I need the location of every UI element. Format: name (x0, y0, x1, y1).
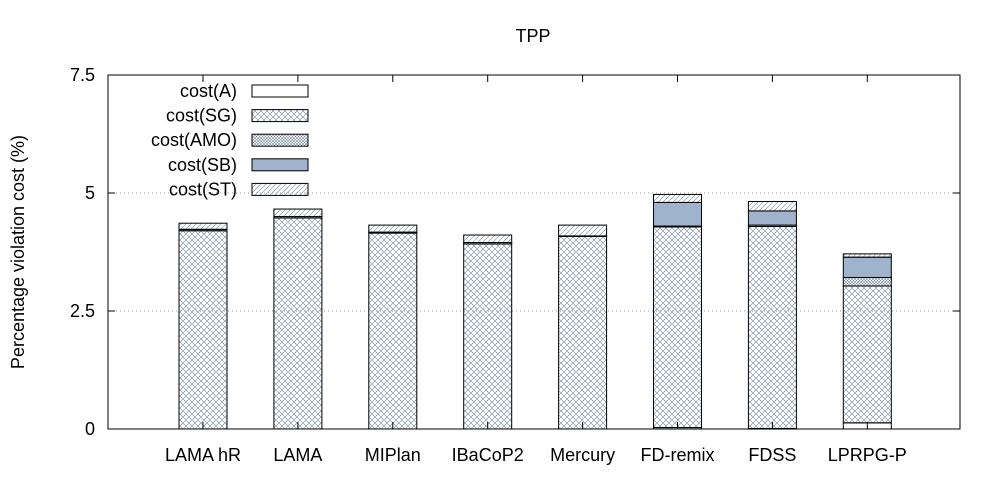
x-tick-label: LAMA hR (165, 445, 241, 465)
bar-group (273, 208, 323, 430)
bar-segment (273, 217, 323, 430)
bar-segment (747, 226, 797, 430)
legend-item: cost(ST) (169, 179, 309, 199)
bar-segment (558, 224, 608, 237)
bar-segment (842, 256, 892, 278)
bar-group (178, 222, 228, 430)
legend-swatch (251, 109, 309, 123)
y-tick-label: 7.5 (70, 65, 95, 85)
bar-group (653, 193, 702, 430)
x-tick-label: Mercury (550, 445, 615, 465)
y-tick-label: 5 (85, 183, 95, 203)
legend: cost(A) cost(SG) cost(AMO) cost(SB) cost(ST) (151, 81, 309, 199)
bars (178, 193, 892, 430)
legend-swatch (251, 158, 309, 172)
bar-segment (558, 235, 608, 430)
x-tick-label: LAMA (273, 445, 322, 465)
bar-segment (653, 201, 702, 227)
bar-segment (842, 285, 892, 424)
grid-lines (108, 192, 960, 312)
legend-label: cost(AMO) (151, 130, 237, 150)
legend-label: cost(ST) (169, 179, 237, 199)
bar-segment (178, 230, 228, 430)
x-tick-label: LPRPG-P (828, 445, 907, 465)
legend-label: cost(SG) (166, 106, 237, 126)
y-tick-label: 0 (85, 419, 95, 439)
bar-segment (178, 222, 228, 230)
legend-swatch (251, 182, 309, 196)
x-tick-label: FDSS (748, 445, 796, 465)
bar-group (747, 200, 797, 430)
x-tick-label: MIPlan (365, 445, 421, 465)
legend-item: cost(SB) (168, 155, 309, 175)
bar-group (558, 224, 608, 430)
legend-swatch (251, 84, 309, 98)
y-axis-label: Percentage violation cost (%) (8, 135, 28, 369)
plot-frame (107, 74, 961, 430)
bar-segment (747, 210, 797, 226)
bar-group (368, 224, 418, 430)
x-tick-label: IBaCoP2 (452, 445, 524, 465)
legend-label: cost(SB) (168, 155, 237, 175)
bar-segment (273, 208, 323, 218)
bar-segment (463, 234, 513, 244)
bar-group (842, 253, 892, 430)
bar-segment (368, 224, 418, 233)
legend-swatch (251, 133, 309, 147)
bar-segment (747, 200, 797, 212)
y-tick-label: 2.5 (70, 301, 95, 321)
legend-item: cost(A) (180, 81, 309, 101)
bar-segment (368, 232, 418, 430)
legend-item: cost(AMO) (151, 130, 309, 150)
legend-item: cost(SG) (166, 106, 309, 126)
legend-label: cost(A) (180, 81, 237, 101)
axis-ticks: 0 2.5 5 7.5 LAMA hR LAMA MIPlan IBaCoP2 Mercury F… (70, 65, 960, 465)
bar-segment (653, 193, 702, 203)
bar-group (463, 234, 513, 430)
bar-segment (842, 253, 892, 258)
chart-title: TPP (515, 26, 550, 46)
bar-segment (842, 276, 892, 287)
bar-segment (463, 243, 513, 430)
x-tick-label: FD-remix (641, 445, 715, 465)
bar-segment (653, 226, 702, 429)
